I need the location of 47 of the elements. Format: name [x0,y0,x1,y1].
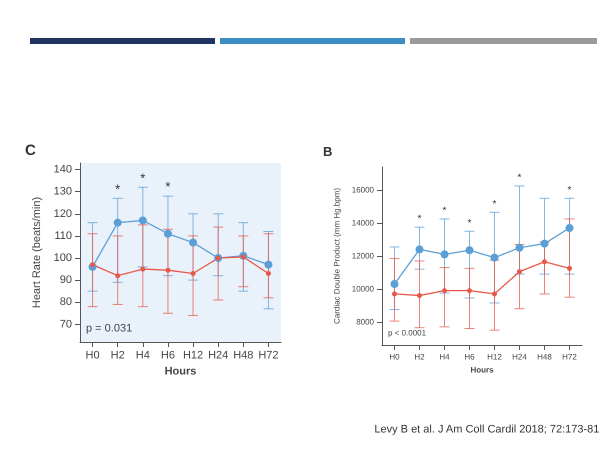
annotation: * [492,198,497,210]
annotation: * [568,184,572,196]
x-tick-label: H24 [512,352,528,362]
x-tick-label: H0 [389,352,400,362]
y-tick-label: 80 [60,296,72,308]
chart-title: B [323,144,332,159]
annotation: * [115,181,120,196]
x-tick-label: H4 [136,350,150,362]
y-tick-label: 12000 [352,252,375,260]
y-tick-label: 130 [54,186,72,198]
text: Levy B et al. J Am Coll Cardil 2018; 72:173-81 [374,424,600,436]
x-tick-label: H72 [258,350,279,362]
x-tick-label: H6 [464,352,476,362]
x-tick-label: H2 [414,352,426,362]
y-tick-label: 120 [54,208,72,220]
x-tick-label: H72 [562,352,578,362]
annotation: * [468,218,472,229]
x-tick-label: H2 [110,350,125,362]
y-tick-label: 100 [54,252,72,264]
y-axis-title: Heart Rate (beats/min) [31,196,44,308]
annotation: * [418,214,422,225]
y-tick-label: 140 [54,164,72,176]
x-axis-title: Hours [470,365,494,374]
y-tick-label: 90 [60,274,72,286]
y-tick-label: 14000 [352,218,375,228]
chart-title: C [25,142,36,159]
annotation: * [442,205,447,216]
x-tick-label: H12 [487,352,502,362]
y-tick-label: 10000 [352,284,375,294]
y-tick-label: 16000 [352,186,375,195]
x-axis-title: Hours [164,365,196,378]
annotation: p = 0.031 [86,322,132,334]
x-tick-label: H0 [86,350,100,362]
x-tick-label: H48 [233,350,254,362]
x-tick-label: H4 [439,352,450,362]
x-tick-label: H24 [208,350,228,362]
x-tick-label: H12 [182,350,204,362]
y-tick-label: 70 [60,318,72,330]
annotation: * [140,170,146,186]
x-tick-label: H48 [537,352,552,362]
annotation: * [518,172,522,184]
x-tick-label: H6 [160,350,175,362]
annotation: * [165,179,170,194]
y-axis-title: Cardiac Double Product (mm Hg.bpm) [332,188,342,324]
annotation: p < 0.0001 [388,328,427,338]
y-tick-label: 8000 [356,317,375,326]
y-tick-label: 110 [54,230,72,242]
